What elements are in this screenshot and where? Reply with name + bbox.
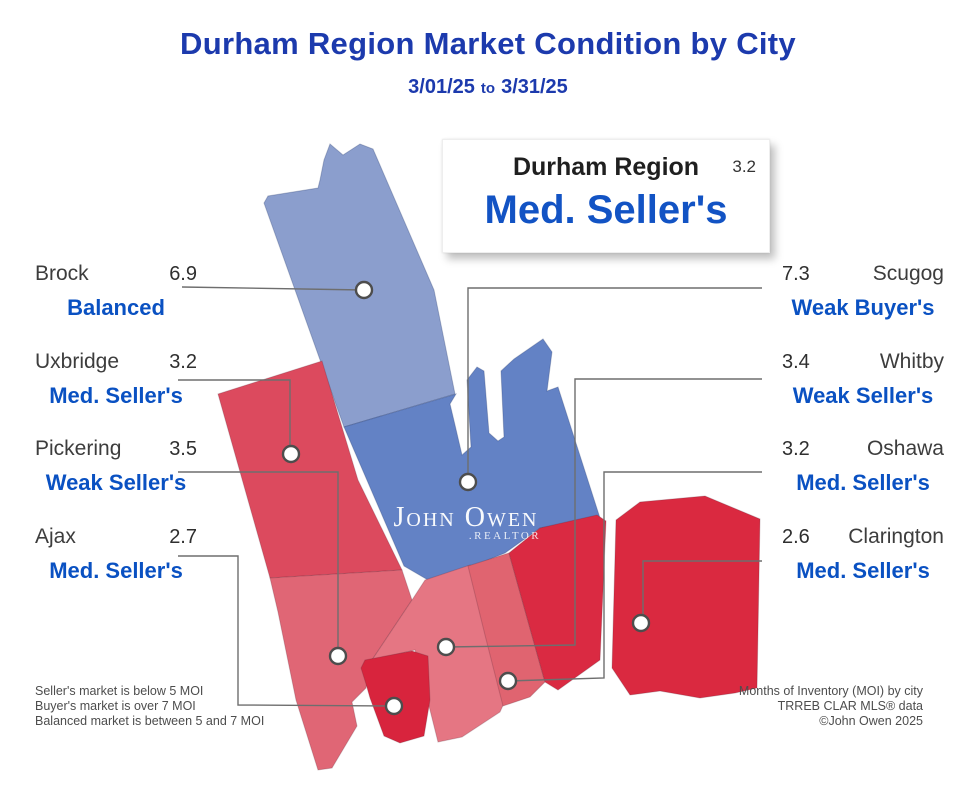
city-moi: 3.2 (169, 351, 197, 373)
marker-ajax (384, 696, 404, 716)
region-summary-card: Durham Region 3.2 Med. Seller's (442, 139, 770, 253)
marker-clarington (631, 613, 651, 633)
marker-scugog (458, 472, 478, 492)
marker-pickering (328, 646, 348, 666)
city-moi: 2.7 (169, 526, 197, 548)
city-condition: Med. Seller's (49, 383, 183, 408)
city-row: 7.3 Scugog (782, 262, 944, 286)
city-row: Pickering 3.5 (35, 437, 197, 461)
city-moi: 3.4 (782, 351, 810, 373)
date-from: 3/01/25 (408, 76, 475, 98)
date-connector: to (480, 80, 496, 97)
city-moi: 2.6 (782, 526, 810, 548)
connector-brock (181, 286, 365, 291)
city-name: Oshawa (866, 437, 944, 460)
city-name: Uxbridge (35, 350, 120, 373)
city-name: Scugog (872, 262, 944, 285)
connector-ajax (178, 555, 395, 707)
legend-line-sellers: Seller's market is below 5 MOI (35, 684, 204, 698)
city-row: 3.2 Oshawa (782, 437, 944, 461)
region-east-band (508, 514, 607, 691)
city-moi: 3.5 (169, 438, 197, 460)
marker-uxbridge (281, 444, 301, 464)
city-label-ajax: Ajax 2.7 Med. Seller's (35, 525, 197, 584)
city-label-whitby: 3.4 Whitby Weak Seller's (782, 350, 944, 409)
city-label-brock: Brock 6.9 Balanced (35, 262, 197, 321)
credits-line-source: Months of Inventory (MOI) by city (738, 684, 923, 698)
region-scugog (343, 338, 601, 581)
city-name: Ajax (35, 525, 76, 548)
city-label-uxbridge: Uxbridge 3.2 Med. Seller's (35, 350, 197, 409)
credits-line-mls: TRREB CLAR MLS® data (777, 699, 923, 713)
connector-uxbridge (178, 379, 291, 454)
city-moi: 7.3 (782, 263, 810, 285)
connector-scugog (467, 287, 762, 482)
summary-row: Durham Region 3.2 (443, 153, 769, 182)
city-name: Whitby (879, 350, 944, 373)
city-condition: Weak Seller's (792, 383, 934, 408)
credits-line-copyright: ©John Owen 2025 (819, 714, 923, 728)
city-condition: Weak Seller's (45, 470, 187, 495)
summary-condition: Med. Seller's (484, 188, 728, 232)
city-name: Clarington (848, 525, 944, 548)
city-condition: Med. Seller's (49, 558, 183, 583)
connector-whitby (445, 378, 762, 648)
city-label-pickering: Pickering 3.5 Weak Seller's (35, 437, 197, 496)
legend-line-buyers: Buyer's market is over 7 MOI (35, 699, 196, 713)
city-moi: 6.9 (169, 263, 197, 285)
watermark-tagline: .REALTOR (469, 530, 541, 542)
city-condition: Med. Seller's (796, 470, 930, 495)
region-clarington (611, 495, 761, 699)
credits: Months of Inventory (MOI) by city TRREB … (739, 684, 923, 729)
city-name: Pickering (35, 437, 122, 460)
region-uxbridge (217, 360, 403, 579)
summary-moi-value: 3.2 (732, 157, 756, 176)
city-row: Brock 6.9 (35, 262, 197, 286)
marker-whitby (436, 637, 456, 657)
city-condition: Med. Seller's (796, 558, 930, 583)
city-row: Ajax 2.7 (35, 525, 197, 549)
marker-oshawa (498, 671, 518, 691)
city-row: 3.4 Whitby (782, 350, 944, 374)
connector-oshawa (507, 471, 762, 682)
connector-clarington (642, 560, 762, 623)
moi-legend: Seller's market is below 5 MOI Buyer's m… (35, 684, 264, 729)
city-label-clarington: 2.6 Clarington Med. Seller's (782, 525, 944, 584)
city-condition: Balanced (67, 295, 165, 320)
city-condition: Weak Buyer's (791, 295, 935, 320)
city-name: Brock (35, 262, 89, 285)
city-label-oshawa: 3.2 Oshawa Med. Seller's (782, 437, 944, 496)
region-pickering (269, 569, 413, 771)
city-moi: 3.2 (782, 438, 810, 460)
legend-line-balanced: Balanced market is between 5 and 7 MOI (35, 714, 265, 728)
page-title: Durham Region Market Condition by City (180, 26, 796, 61)
connector-pickering (178, 471, 339, 656)
date-to: 3/31/25 (501, 76, 568, 98)
summary-region-name: Durham Region (512, 153, 700, 181)
city-label-scugog: 7.3 Scugog Weak Buyer's (782, 262, 944, 321)
city-row: Uxbridge 3.2 (35, 350, 197, 374)
watermark-brand: John Owen (394, 502, 539, 533)
city-row: 2.6 Clarington (782, 525, 944, 549)
date-range: 3/01/25 to 3/31/25 (0, 76, 976, 99)
marker-brock (354, 280, 374, 300)
